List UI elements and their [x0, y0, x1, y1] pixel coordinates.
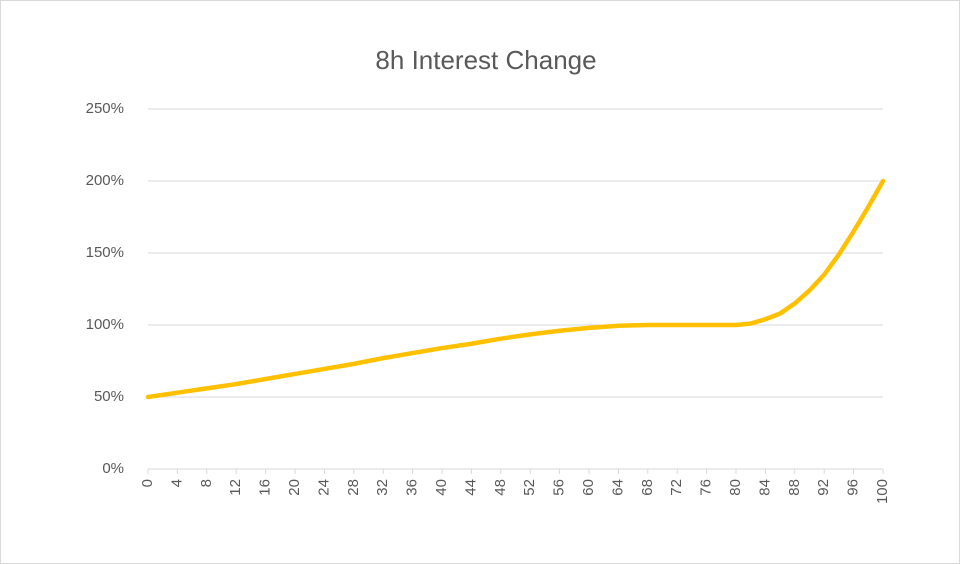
x-tick-label: 20: [286, 479, 303, 496]
data-line: [145, 178, 886, 400]
x-tick-label: 44: [462, 479, 479, 496]
x-tick-label: 88: [786, 479, 803, 496]
x-tick-label: 0: [139, 479, 156, 487]
x-tick-label: 32: [374, 479, 391, 496]
x-tick-label: 84: [756, 479, 773, 496]
x-tick-label: 80: [727, 479, 744, 496]
x-tick-label: 52: [521, 479, 538, 496]
x-tick-label: 4: [168, 479, 185, 487]
x-tick-label: 24: [315, 479, 332, 496]
x-tick-label: 28: [345, 479, 362, 496]
x-tick-label: 92: [815, 479, 832, 496]
x-tick-label: 8: [198, 479, 215, 487]
x-tick-label: 68: [639, 479, 656, 496]
x-tick-label: 36: [404, 479, 421, 496]
chart-title: 8h Interest Change: [375, 45, 596, 75]
x-tick-label: 64: [609, 479, 626, 496]
y-tick-label: 100%: [86, 316, 124, 333]
y-tick-label: 250%: [86, 100, 124, 117]
x-tick-label: 72: [668, 479, 685, 496]
x-tick-label: 56: [551, 479, 568, 496]
x-tick-label: 100: [874, 479, 891, 504]
x-tick-label: 40: [433, 479, 450, 496]
y-tick-label: 0%: [102, 460, 124, 477]
x-tick-label: 96: [845, 479, 862, 496]
x-tick-label: 12: [227, 479, 244, 496]
y-tick-label: 150%: [86, 244, 124, 261]
x-tick-label: 76: [698, 479, 715, 496]
x-tick-label: 60: [580, 479, 597, 496]
x-tick-label: 16: [257, 479, 274, 496]
y-tick-label: 200%: [86, 172, 124, 189]
x-tick-label: 48: [492, 479, 509, 496]
y-tick-label: 50%: [94, 388, 124, 405]
